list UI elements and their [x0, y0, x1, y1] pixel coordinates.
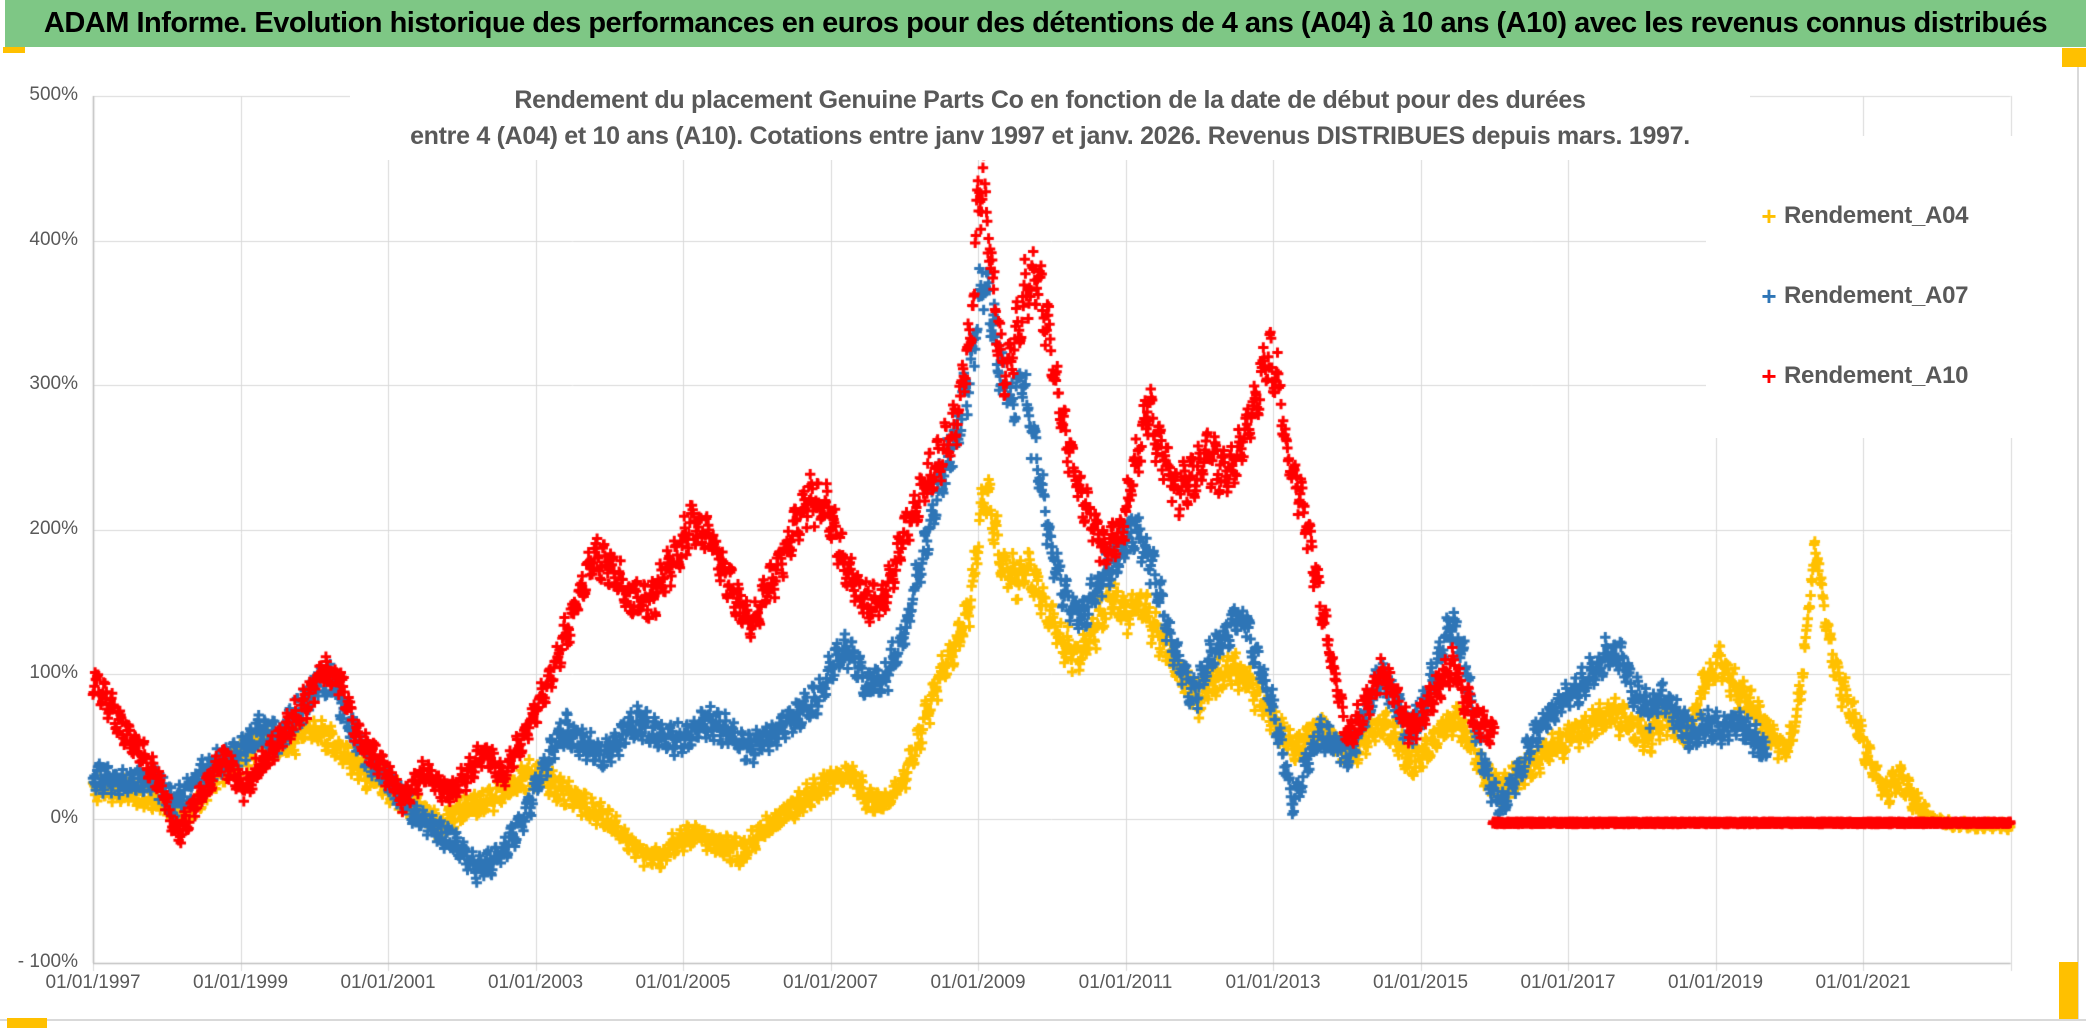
x-tick-label: 01/01/1999 [192, 972, 289, 993]
y-tick-label: - 100% [17, 951, 78, 972]
y-tick-label: 500% [29, 84, 78, 105]
x-tick-label: 01/01/2019 [1667, 972, 1764, 993]
cell-highlight-bottom-right [2059, 962, 2078, 1019]
plus-marker-icon: + [1761, 200, 1777, 231]
x-tick-label: 01/01/2007 [782, 972, 879, 993]
cell-highlight-top-left [3, 47, 25, 53]
y-tick-label: 300% [29, 373, 78, 394]
y-tick-label: 200% [29, 517, 78, 539]
legend-label: Rendement_A07 [1784, 282, 1969, 309]
x-tick-label: 01/01/2001 [340, 972, 436, 993]
header-banner: ADAM Informe. Evolution historique des p… [5, 0, 2086, 47]
cell-highlight-bottom-left [7, 1018, 47, 1028]
legend-item-a04[interactable]: + Rendement_A04 [1706, 194, 2076, 238]
legend-label: Rendement_A10 [1784, 362, 1969, 389]
y-tick-label: 0% [50, 806, 78, 828]
x-tick-label: 01/01/2005 [635, 972, 731, 993]
chart-border-bottom [0, 1019, 2086, 1021]
legend: + Rendement_A04 + Rendement_A07 + Rendem… [1706, 136, 2076, 438]
x-tick-label: 01/01/2017 [1520, 972, 1616, 993]
legend-item-a07[interactable]: + Rendement_A07 [1706, 274, 2076, 318]
legend-label: Rendement_A04 [1784, 202, 1969, 229]
x-tick-label: 01/01/2015 [1372, 972, 1469, 993]
plus-marker-icon: + [1761, 360, 1777, 391]
x-tick-label: 01/01/2003 [487, 972, 584, 993]
x-tick-label: 01/01/1997 [45, 972, 141, 993]
x-tick-label: 01/01/2009 [930, 972, 1026, 993]
y-tick-label: 100% [29, 662, 78, 683]
cell-highlight-top-right [2062, 48, 2086, 67]
chart-title-line1: Rendement du placement Genuine Parts Co … [514, 86, 1586, 114]
x-tick-label: 01/01/2021 [1815, 972, 1911, 993]
y-tick-label: 400% [29, 228, 78, 250]
chart-border-right [2077, 53, 2079, 1019]
chart-title: Rendement du placement Genuine Parts Co … [350, 80, 1750, 160]
legend-item-a10[interactable]: + Rendement_A10 [1706, 354, 2076, 398]
x-tick-label: 01/01/2011 [1078, 972, 1173, 993]
chart-title-line2: entre 4 (A04) et 10 ans (A10). Cotations… [410, 122, 1690, 150]
x-tick-label: 01/01/2013 [1225, 972, 1321, 993]
plus-marker-icon: + [1761, 280, 1777, 311]
